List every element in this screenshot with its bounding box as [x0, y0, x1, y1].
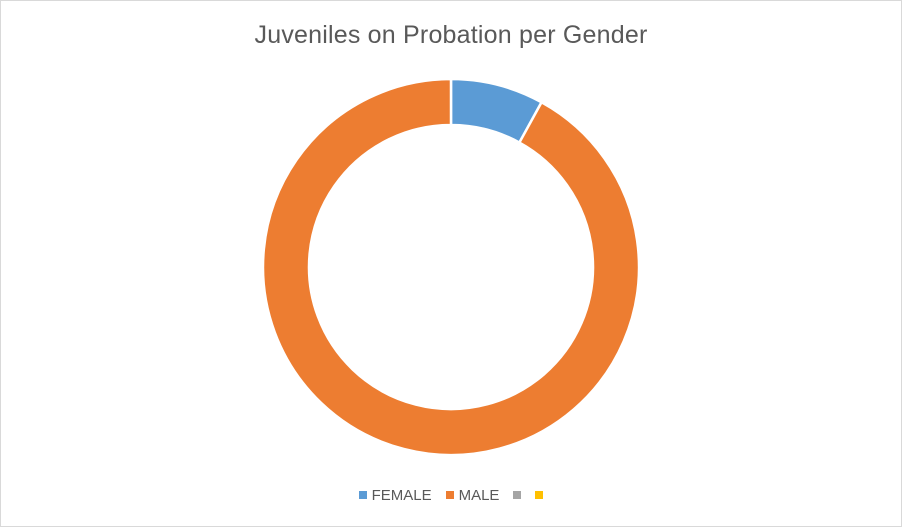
legend-item-blank-gray [513, 485, 522, 505]
legend-swatch-male [445, 491, 454, 499]
legend-label-male: MALE [458, 486, 500, 504]
legend-item-blank-yellow [535, 485, 544, 505]
legend-label-female: FEMALE [371, 486, 432, 504]
legend-swatch-female [358, 491, 367, 499]
slice-male [261, 77, 641, 457]
legend-swatch-yellow [535, 491, 544, 499]
chart-title: Juveniles on Probation per Gender [254, 21, 648, 49]
legend-item-female: FEMALE [358, 485, 432, 505]
chart-legend: FEMALE MALE [1, 485, 901, 505]
legend-swatch-gray [513, 491, 522, 499]
doughnut-slices [261, 77, 641, 457]
legend-item-male: MALE [445, 485, 500, 505]
